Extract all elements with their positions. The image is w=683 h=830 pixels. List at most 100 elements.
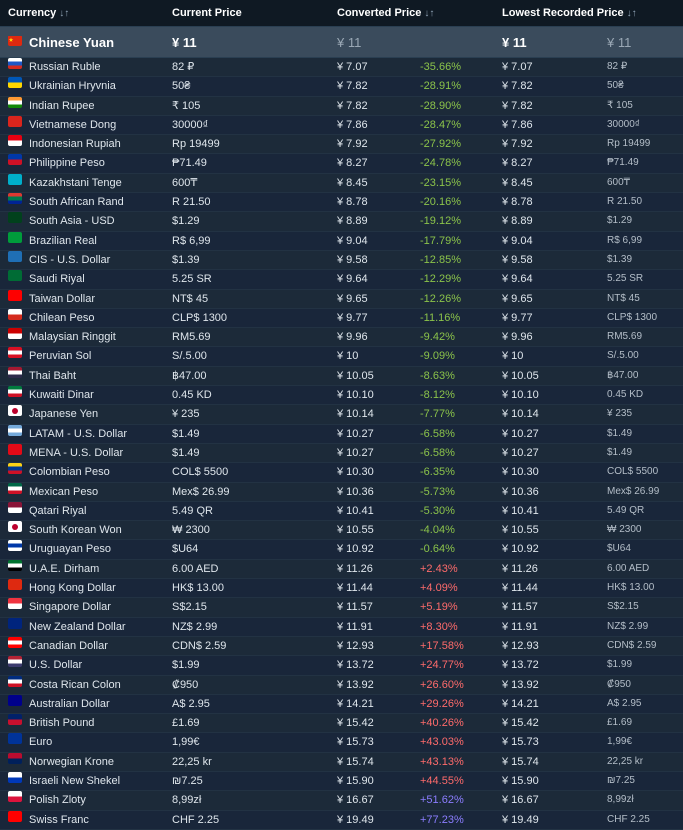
table-row[interactable]: Singapore Dollar S$2.15 ¥ 11.57 +5.19% ¥ 11.… — [0, 598, 683, 618]
currency-name: U.S. Dollar — [29, 659, 83, 672]
converted-price: ¥ 8.27 — [337, 157, 368, 170]
table-row[interactable]: Kazakhstani Tenge 600₸ ¥ 8.45 -23.15% ¥ 8.45… — [0, 173, 683, 194]
table-row[interactable]: Norwegian Krone 22,25 kr ¥ 15.74 +43.13% ¥ 1… — [0, 752, 683, 772]
currency-name: MENA - U.S. Dollar — [29, 446, 124, 459]
table-row[interactable]: Swiss Franc CHF 2.25 ¥ 19.49 +77.23% ¥ 19.49… — [0, 810, 683, 830]
currency-name: LATAM - U.S. Dollar — [29, 427, 127, 440]
table-row[interactable]: Qatari Riyal 5.49 QR ¥ 10.41 -5.30% ¥ 10.41 5… — [0, 501, 683, 522]
converted-price: ¥ 10.55 — [337, 524, 374, 537]
converted-price: ¥ 10.27 — [337, 446, 374, 459]
table-row[interactable]: British Pound £1.69 ¥ 15.42 +40.26% ¥ 15.42 £… — [0, 714, 683, 734]
table-row[interactable]: LATAM - U.S. Dollar $1.49 ¥ 10.27 -6.58% ¥ 1… — [0, 424, 683, 444]
percent-difference: +2.43% — [420, 562, 458, 575]
flag-icon — [8, 231, 22, 243]
current-price: Rp 19499 — [172, 138, 220, 151]
lowest-price: ¥ 10.14 — [502, 408, 539, 421]
lowest-price: ¥ 11.26 — [502, 562, 538, 575]
flag-icon — [8, 135, 22, 147]
lowest-price: ¥ 9.65 — [502, 292, 533, 305]
table-row[interactable]: Kuwaiti Dinar 0.45 KD ¥ 10.10 -8.12% ¥ 10.10… — [0, 386, 683, 406]
converted-price: ¥ 15.42 — [337, 717, 374, 730]
lowest-price: ¥ 7.07 — [502, 61, 533, 73]
table-row[interactable]: South Korean Won ₩ 2300 ¥ 10.55 -4.04% ¥ 10.… — [0, 521, 683, 541]
flag-icon — [8, 405, 22, 417]
converted-price: ¥ 7.92 — [337, 138, 368, 151]
table-row[interactable]: Indonesian Rupiah Rp 19499 ¥ 7.92 -27.92% ¥ … — [0, 135, 683, 155]
sort-icon[interactable]: ↓↑ — [626, 8, 637, 19]
table-row[interactable]: CIS - U.S. Dollar $1.39 ¥ 9.58 -12.85% ¥ 9.5… — [0, 250, 683, 271]
flag-icon — [8, 77, 22, 89]
lowest-price: ¥ 19.49 — [502, 813, 539, 826]
percent-difference: -28.47% — [420, 118, 461, 131]
flag-icon — [8, 636, 22, 648]
percent-difference: -8.12% — [420, 389, 455, 402]
table-row[interactable]: Ukrainian Hryvnia 50₴ ¥ 7.82 -28.91% ¥ 7.82 5… — [0, 77, 683, 97]
sort-icon[interactable]: ↓↑ — [59, 8, 70, 19]
currency-column-header[interactable]: Currency ↓↑ — [8, 7, 70, 19]
table-row[interactable]: Peruvian Sol S/.5.00 ¥ 10 -9.09% ¥ 10 S/.5.00 — [0, 347, 683, 367]
table-row[interactable]: Indian Rupee ₹ 105 ¥ 7.82 -28.90% ¥ 7.82 ₹ 10… — [0, 96, 683, 116]
table-row[interactable]: Australian Dollar A$ 2.95 ¥ 14.21 +29.26% ¥ … — [0, 694, 683, 715]
percent-difference: -20.16% — [420, 196, 461, 209]
percent-difference: -12.26% — [420, 292, 461, 305]
table-row[interactable]: U.A.E. Dirham 6.00 AED ¥ 11.26 +2.43% ¥ 11.2… — [0, 559, 683, 580]
currency-name: Japanese Yen — [29, 408, 99, 421]
lowest-native-price: Rp 19499 — [607, 138, 651, 150]
currency-name: Chilean Peso — [29, 311, 95, 324]
lowest-price: ¥ 10.92 — [502, 543, 539, 556]
table-row[interactable]: Colombian Peso COL$ 5500 ¥ 10.30 -6.35% ¥ 10… — [0, 463, 683, 483]
flag-icon — [8, 579, 22, 591]
currency-name: Taiwan Dollar — [29, 292, 96, 305]
current-price: $U64 — [172, 543, 199, 556]
currency-name: Saudi Riyal — [29, 273, 85, 286]
converted-price: ¥ 13.72 — [337, 659, 374, 672]
lowest-native-price: CLP$ 1300 — [607, 311, 658, 323]
converted-price: ¥ 12.93 — [337, 639, 374, 652]
current-price: RM5.69 — [172, 331, 211, 344]
table-row[interactable]: Uruguayan Peso $U64 ¥ 10.92 -0.64% ¥ 10.92 $U… — [0, 540, 683, 560]
table-row[interactable]: South African Rand R 21.50 ¥ 8.78 -20.16% ¥ … — [0, 193, 683, 213]
table-row[interactable]: Russian Ruble 82 ₽ ¥ 7.07 -35.66% ¥ 7.07 82 ₽ — [0, 58, 683, 78]
converted-price-column-header[interactable]: Converted Price ↓↑ — [337, 7, 435, 19]
percent-difference: -27.92% — [420, 138, 461, 151]
table-row[interactable]: Hong Kong Dollar HK$ 13.00 ¥ 11.44 +4.09% ¥ … — [0, 579, 683, 599]
table-row[interactable]: Saudi Riyal 5.25 SR ¥ 9.64 -12.29% ¥ 9.64 5.2… — [0, 270, 683, 290]
table-row[interactable]: South Asia - USD $1.29 ¥ 8.89 -19.12% ¥ 8.89… — [0, 212, 683, 232]
table-row[interactable]: Israeli New Shekel ₪7.25 ¥ 15.90 +44.55% ¥ 1… — [0, 771, 683, 792]
current-price: £1.69 — [172, 717, 200, 730]
table-row[interactable]: Japanese Yen ¥ 235 ¥ 10.14 -7.77% ¥ 10.14 ¥ 2… — [0, 405, 683, 425]
table-row[interactable]: Taiwan Dollar NT$ 45 ¥ 9.65 -12.26% ¥ 9.65 NT… — [0, 289, 683, 309]
sort-icon[interactable]: ↓↑ — [424, 8, 435, 19]
table-row[interactable]: Euro 1,99€ ¥ 15.73 +43.03% ¥ 15.73 1,99€ — [0, 733, 683, 753]
table-row[interactable]: Costa Rican Colon ₡950 ¥ 13.92 +26.60% ¥ 13.… — [0, 675, 683, 695]
table-row[interactable]: Polish Zloty 8,99zł ¥ 16.67 +51.62% ¥ 16.67 8… — [0, 791, 683, 811]
converted-price: ¥ 8.89 — [337, 215, 368, 228]
percent-difference: +8.30% — [420, 620, 458, 633]
lowest-price: ¥ 10.30 — [502, 466, 539, 479]
percent-difference: +77.23% — [420, 813, 464, 826]
percent-difference: +43.13% — [420, 755, 464, 768]
table-row[interactable]: Brazilian Real R$ 6,99 ¥ 9.04 -17.79% ¥ 9.04… — [0, 231, 683, 251]
table-row[interactable]: MENA - U.S. Dollar $1.49 ¥ 10.27 -6.58% ¥ 10… — [0, 443, 683, 464]
table-row[interactable]: Vietnamese Dong 30000₫ ¥ 7.86 -28.47% ¥ 7.86… — [0, 115, 683, 136]
lowest-native-price: ₱71.49 — [607, 157, 639, 169]
table-row[interactable]: U.S. Dollar $1.99 ¥ 13.72 +24.77% ¥ 13.72 $1.… — [0, 656, 683, 676]
table-row[interactable]: Canadian Dollar CDN$ 2.59 ¥ 12.93 +17.58% ¥ … — [0, 636, 683, 657]
table-row[interactable]: Thai Baht ฿47.00 ¥ 10.05 -8.63% ¥ 10.05 ฿47.0… — [0, 366, 683, 387]
table-row[interactable]: Malaysian Ringgit RM5.69 ¥ 9.96 -9.42% ¥ 9.9… — [0, 328, 683, 348]
table-row[interactable]: Chilean Peso CLP$ 1300 ¥ 9.77 -11.16% ¥ 9.77… — [0, 308, 683, 329]
table-row[interactable]: Mexican Peso Mex$ 26.99 ¥ 10.36 -5.73% ¥ 10.… — [0, 482, 683, 502]
current-price: $1.29 — [172, 215, 200, 228]
lowest-price-column-header[interactable]: Lowest Recorded Price ↓↑ — [502, 7, 637, 19]
table-row[interactable]: New Zealand Dollar NZ$ 2.99 ¥ 11.91 +8.30% ¥… — [0, 617, 683, 637]
percent-difference: -6.58% — [420, 427, 455, 440]
currency-name: Philippine Peso — [29, 157, 105, 170]
currency-name: Australian Dollar — [29, 697, 110, 710]
percent-difference: -4.04% — [420, 524, 455, 537]
percent-difference: -5.73% — [420, 485, 455, 498]
flag-icon — [8, 714, 22, 726]
flag-icon — [8, 771, 22, 783]
current-price: 22,25 kr — [172, 755, 212, 768]
table-row[interactable]: Philippine Peso ₱71.49 ¥ 8.27 -24.78% ¥ 8.27… — [0, 154, 683, 174]
